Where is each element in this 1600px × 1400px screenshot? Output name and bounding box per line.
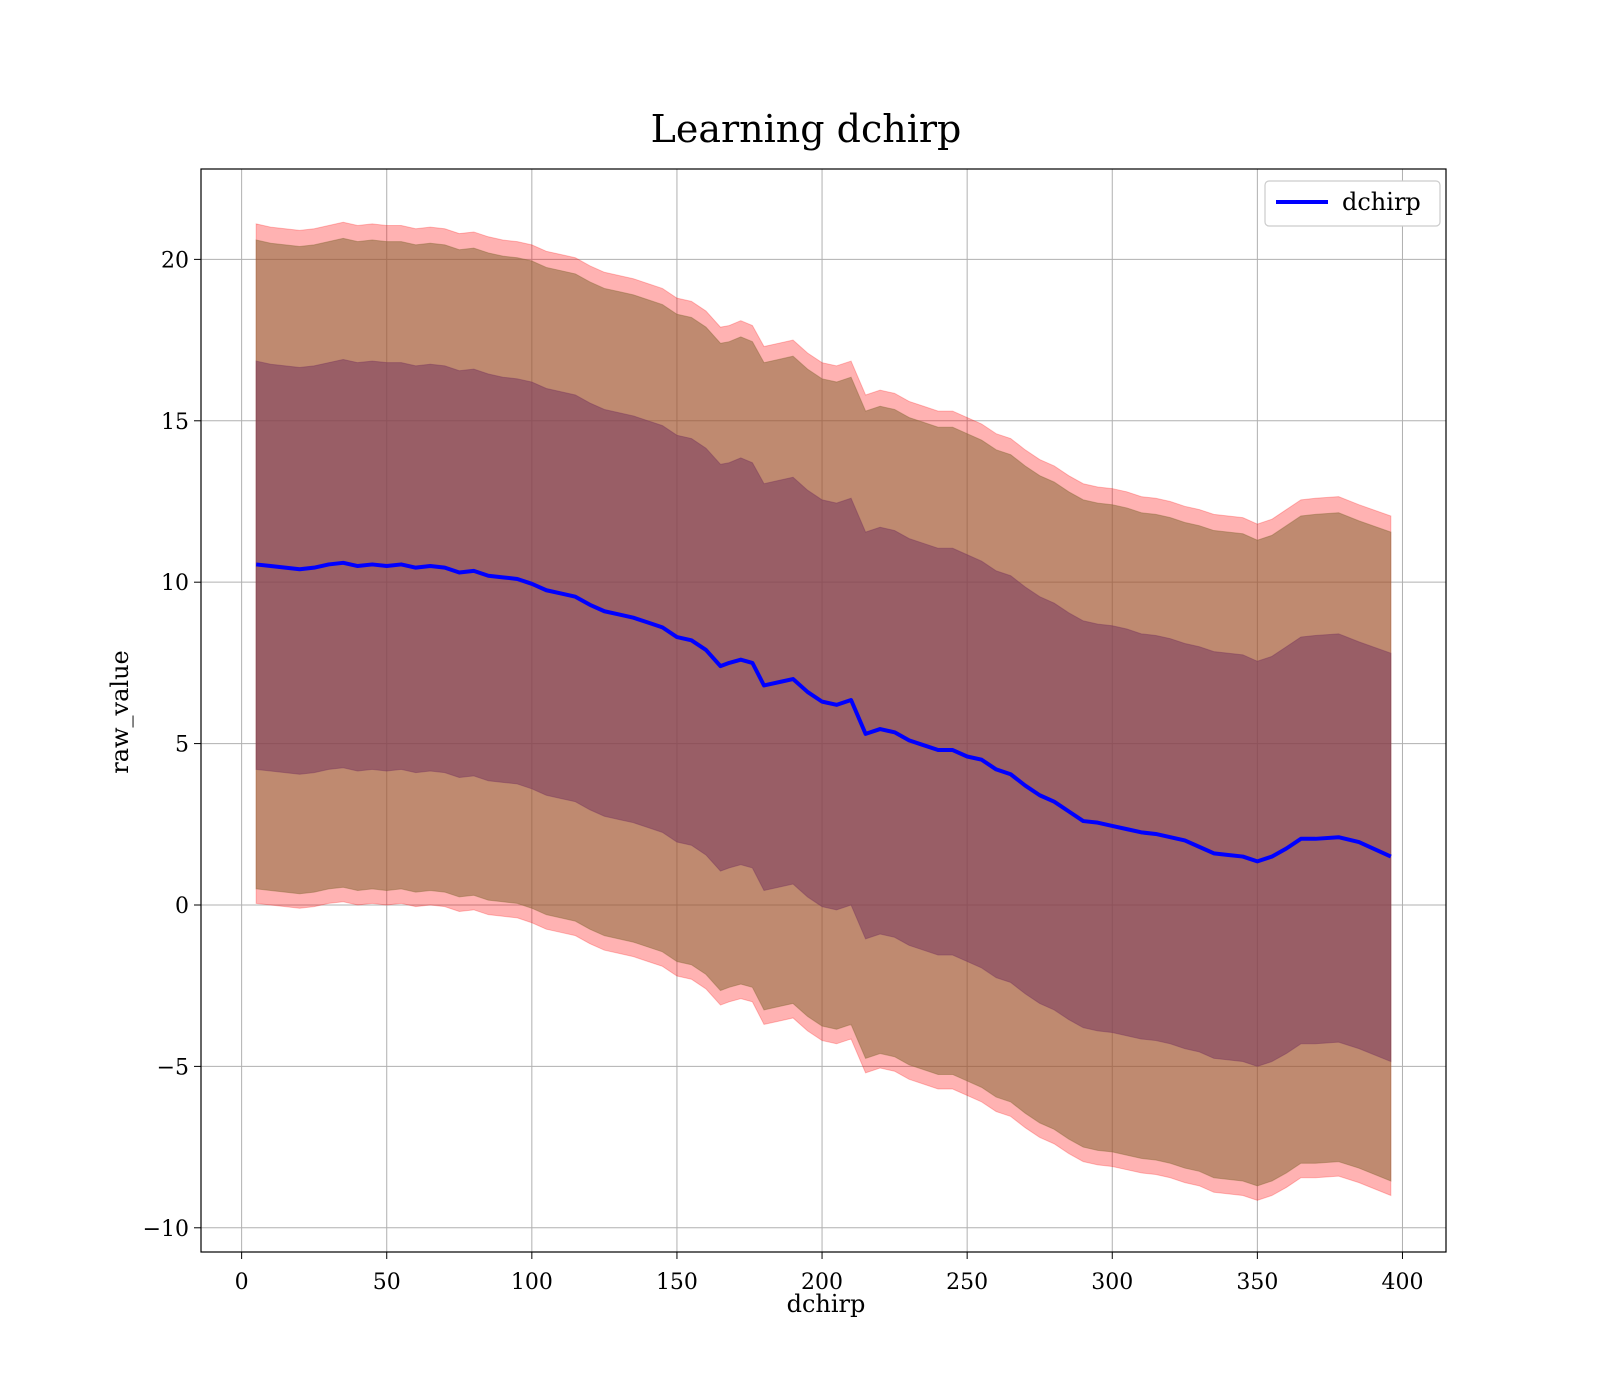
plot-frame <box>200 168 1447 1253</box>
x-tick-label: 50 <box>373 1270 401 1295</box>
y-axis-label: raw_value <box>106 650 134 774</box>
legend-box <box>1264 180 1441 227</box>
x-tick-label: 150 <box>656 1270 698 1295</box>
y-tick-label: 15 <box>161 410 189 435</box>
ticks: 0 50 100 150 200 250 300 350 400 −10 −5 0 5 10 15 20 <box>143 248 1424 1295</box>
y-tick-label: −5 <box>157 1055 189 1080</box>
x-tick-label: 350 <box>1236 1270 1278 1295</box>
y-tick-label: −10 <box>143 1217 189 1242</box>
x-tick-label: 0 <box>235 1270 249 1295</box>
series-lines <box>255 560 1392 864</box>
legend: dchirp <box>1264 180 1441 227</box>
x-tick-label: 400 <box>1381 1270 1423 1295</box>
bands <box>255 221 1392 1201</box>
x-tick-label: 200 <box>801 1270 843 1295</box>
series-line-dchirp <box>255 560 1392 864</box>
x-tick-label: 250 <box>946 1270 988 1295</box>
y-tick-label: 10 <box>161 571 189 596</box>
band-area <box>255 358 1392 1067</box>
y-tick-label: 20 <box>161 248 189 273</box>
legend-label: dchirp <box>1342 188 1421 216</box>
x-tick-label: 100 <box>511 1270 553 1295</box>
x-tick-label: 300 <box>1091 1270 1133 1295</box>
x-axis-label: dchirp <box>787 1290 866 1318</box>
y-tick-label: 5 <box>175 733 189 758</box>
y-tick-label: 0 <box>175 894 189 919</box>
chart-title: Learning dchirp <box>651 107 962 151</box>
